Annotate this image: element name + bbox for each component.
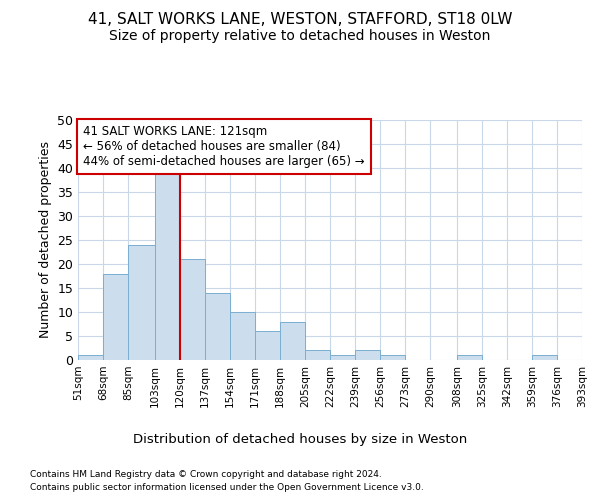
Bar — [305, 350, 330, 360]
Y-axis label: Number of detached properties: Number of detached properties — [38, 142, 52, 338]
Text: 41, SALT WORKS LANE, WESTON, STAFFORD, ST18 0LW: 41, SALT WORKS LANE, WESTON, STAFFORD, S… — [88, 12, 512, 28]
Bar — [128, 245, 155, 360]
Text: Contains public sector information licensed under the Open Government Licence v3: Contains public sector information licen… — [30, 484, 424, 492]
Bar — [155, 168, 179, 360]
Text: Size of property relative to detached houses in Weston: Size of property relative to detached ho… — [109, 29, 491, 43]
Text: Contains HM Land Registry data © Crown copyright and database right 2024.: Contains HM Land Registry data © Crown c… — [30, 470, 382, 479]
Bar — [78, 355, 103, 360]
Bar — [205, 293, 230, 360]
Bar — [380, 355, 405, 360]
Bar — [355, 350, 380, 360]
Bar — [457, 355, 482, 360]
Bar — [255, 331, 280, 360]
Bar — [532, 355, 557, 360]
Bar — [230, 312, 255, 360]
Text: Distribution of detached houses by size in Weston: Distribution of detached houses by size … — [133, 432, 467, 446]
Bar — [103, 274, 128, 360]
Text: 41 SALT WORKS LANE: 121sqm
← 56% of detached houses are smaller (84)
44% of semi: 41 SALT WORKS LANE: 121sqm ← 56% of deta… — [83, 125, 365, 168]
Bar — [280, 322, 305, 360]
Bar — [330, 355, 355, 360]
Bar — [179, 259, 205, 360]
